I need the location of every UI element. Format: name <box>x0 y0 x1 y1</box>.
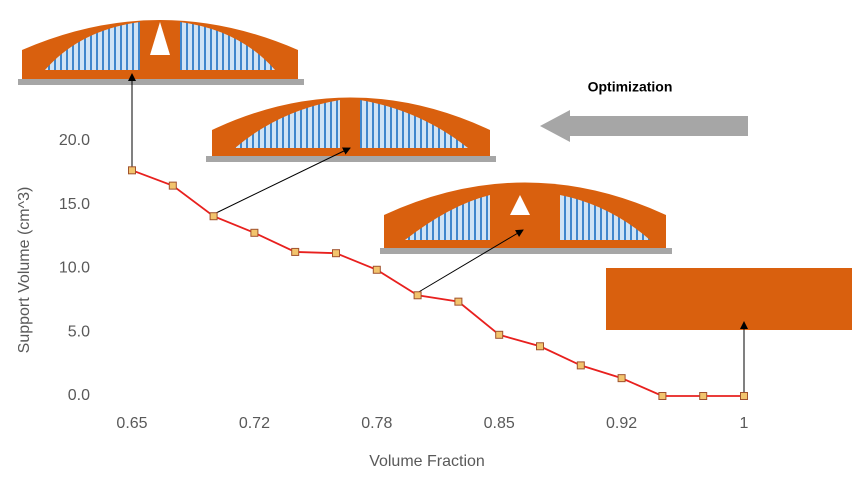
annotation: Optimization <box>588 79 673 95</box>
data-point <box>576 361 585 370</box>
optimization-arrow <box>540 110 748 142</box>
y-tick-label: 20.0 <box>59 132 90 149</box>
pointer-arrows <box>128 73 748 394</box>
data-point <box>658 392 667 400</box>
data-point <box>168 181 177 190</box>
y-tick-label: 0.0 <box>68 387 90 404</box>
data-point <box>740 392 748 400</box>
x-tick-label: 0.78 <box>361 415 392 432</box>
data-point <box>332 249 340 258</box>
bridge-illustration <box>206 97 496 162</box>
x-axis-title: Volume Fraction <box>369 453 485 470</box>
data-point <box>617 374 626 383</box>
x-tick-label: 1 <box>740 415 749 432</box>
series-line <box>131 169 744 397</box>
y-tick-label: 10.0 <box>59 260 90 277</box>
data-point <box>250 228 259 237</box>
x-tick-label: 0.65 <box>116 415 147 432</box>
data-point <box>209 212 218 221</box>
data-point <box>372 265 381 274</box>
x-tick-label: 0.85 <box>484 415 515 432</box>
y-tick-label: 5.0 <box>68 323 90 340</box>
data-point <box>413 291 422 300</box>
solid-block <box>606 268 852 330</box>
data-point <box>291 247 300 256</box>
bridge-illustration <box>18 20 304 85</box>
x-tick-label: 0.92 <box>606 415 637 432</box>
y-tick-label: 15.0 <box>59 196 90 213</box>
data-point <box>128 166 136 175</box>
data-point <box>454 297 463 306</box>
data-point <box>699 392 708 400</box>
x-tick-label: 0.72 <box>239 415 270 432</box>
data-point <box>495 330 504 339</box>
bridge-illustration <box>380 182 672 254</box>
data-point <box>536 342 544 351</box>
y-axis-title: Support Volume (cm^3) <box>16 187 33 354</box>
